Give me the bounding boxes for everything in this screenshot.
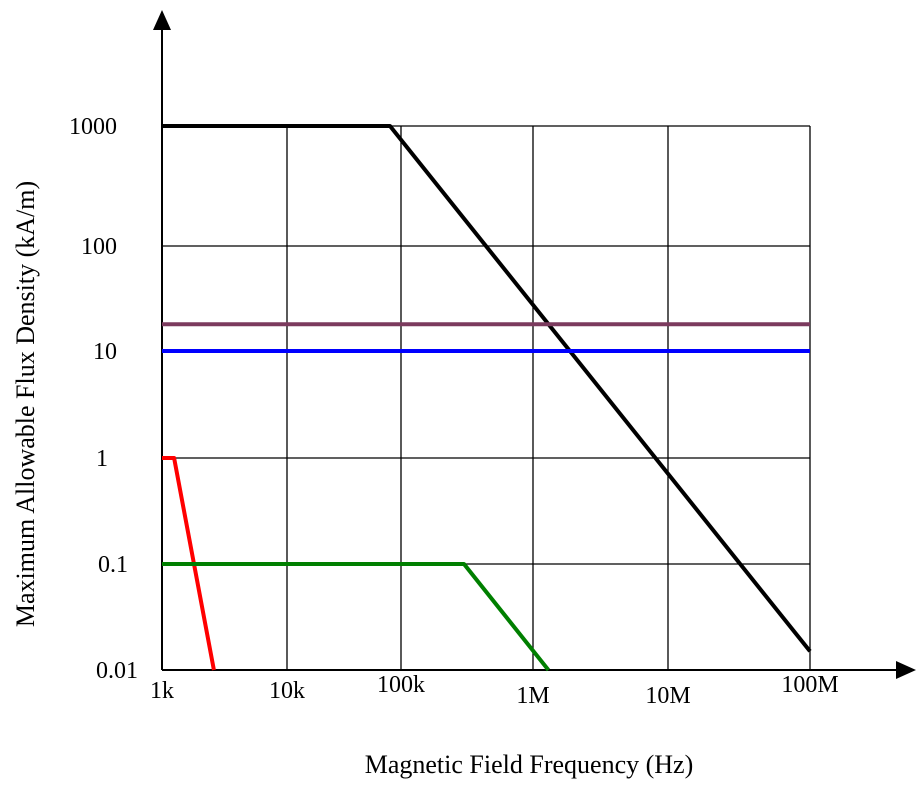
grid [162,125,811,670]
x-tick-label: 100M [781,672,838,698]
y-tick-label: 10 [93,339,117,365]
x-tick-label: 1M [516,683,549,709]
series-line-4 [162,456,216,671]
x-tick-label: 10M [645,683,690,709]
series-line-1 [162,124,812,653]
y-axis-arrow [153,10,171,30]
y-tick-label: 0.1 [98,552,128,578]
x-axis-arrow [896,661,916,679]
y-axis-title: Maximum Allowable Flux Density (kA/m) [11,181,40,627]
y-tick-label: 0.01 [96,658,138,684]
tick-labels: 1k 10k 100k 1M 10M 100M 0.01 0.1 1 10 100 1000 [69,114,839,709]
x-axis-title: Magnetic Field Frequency (Hz) [365,750,694,779]
series-line-5 [162,562,550,672]
series-lines [162,124,812,672]
y-tick-label: 1 [96,446,108,472]
y-tick-label: 100 [81,234,117,260]
x-tick-label: 10k [269,678,305,704]
axes [153,10,916,679]
x-tick-label: 100k [377,672,425,698]
x-tick-label: 1k [150,678,174,704]
y-tick-label: 1000 [69,114,117,140]
